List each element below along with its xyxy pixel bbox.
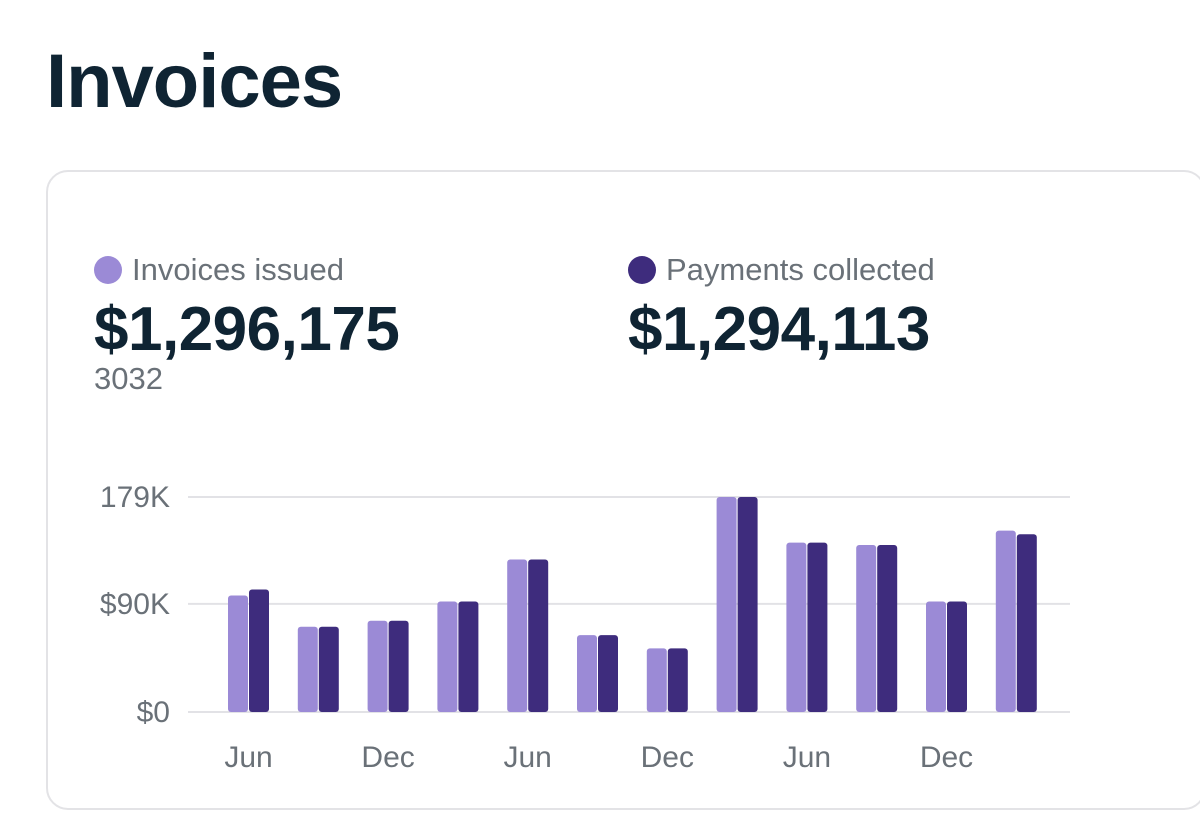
bar-payments-collected xyxy=(737,497,758,712)
y-tick-label: $90K xyxy=(100,588,170,621)
payments-collected-label: Payments collected xyxy=(666,252,935,287)
bar-payments-collected xyxy=(458,601,479,712)
x-tick-label: Jun xyxy=(783,741,831,774)
bar-invoices-issued xyxy=(716,497,737,712)
bar-payments-collected xyxy=(877,545,898,712)
metric-invoices-issued: Invoices issued $1,296,175 3032 xyxy=(94,252,400,397)
bar-payments-collected xyxy=(947,601,967,712)
bar-invoices-issued xyxy=(995,530,1016,712)
bar-payments-collected xyxy=(528,559,549,712)
invoices-issued-value: $1,296,175 xyxy=(94,295,400,364)
bar-payments-collected xyxy=(318,626,339,712)
bar-invoices-issued xyxy=(926,601,946,712)
page-title: Invoices xyxy=(46,39,343,124)
y-tick-label: $0 xyxy=(137,696,170,729)
metric-payments-collected: Payments collected $1,294,113 xyxy=(628,252,935,365)
bar-payments-collected xyxy=(388,620,409,712)
x-tick-label: Jun xyxy=(504,741,552,774)
bar-invoices-issued xyxy=(646,648,667,712)
bar-invoices-issued xyxy=(437,601,458,712)
bar-payments-collected xyxy=(249,589,269,712)
bar-invoices-issued xyxy=(297,626,318,712)
payments-collected-value: $1,294,113 xyxy=(628,295,930,364)
y-tick-label: 179K xyxy=(100,481,170,514)
bar-payments-collected xyxy=(1016,534,1037,712)
bar-invoices-issued xyxy=(507,559,528,712)
legend-payments-collected: Payments collected xyxy=(628,252,935,288)
bar-invoices-issued xyxy=(577,635,597,712)
bar-chart: $0 $90K 179K Jun Dec Jun Dec Jun Dec xyxy=(100,481,1070,774)
bar-payments-collected xyxy=(667,648,688,712)
invoices-issued-label: Invoices issued xyxy=(132,252,344,287)
x-tick-label: Jun xyxy=(224,741,272,774)
bar-invoices-issued xyxy=(856,545,877,712)
invoices-issued-count: 3032 xyxy=(94,361,163,396)
legend-invoices-issued: Invoices issued xyxy=(94,252,399,288)
bar-payments-collected xyxy=(807,542,828,712)
bar-invoices-issued xyxy=(786,542,807,712)
bar-payments-collected xyxy=(598,635,618,712)
x-tick-label: Dec xyxy=(361,741,414,774)
x-tick-label: Dec xyxy=(920,741,973,774)
x-tick-label: Dec xyxy=(641,741,694,774)
payments-collected-dot-icon xyxy=(628,256,656,284)
bar-invoices-issued xyxy=(228,595,248,712)
bar-invoices-issued xyxy=(367,620,388,712)
invoices-issued-dot-icon xyxy=(94,256,122,284)
invoices-card: Invoices issued $1,296,175 3032 Payments… xyxy=(46,170,1200,810)
